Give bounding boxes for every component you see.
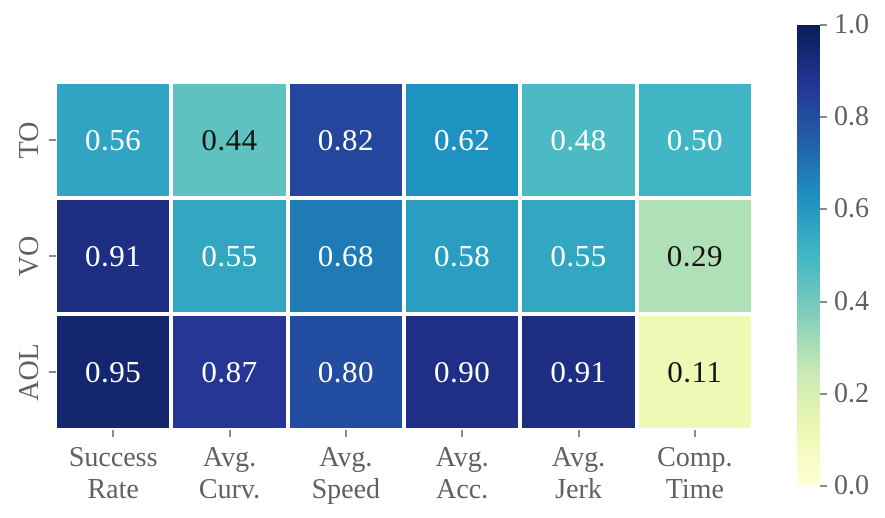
colorbar-tick-label: 0.6: [834, 193, 869, 225]
colorbar-tick-label: 1.0: [834, 9, 869, 40]
colorbar-tick-label: 0.0: [834, 470, 869, 501]
cell-value: 0.68: [317, 238, 374, 273]
colorbar-tick-label: 0.2: [834, 377, 869, 409]
heatmap-grid: 0.56 0.44 0.82 0.62 0.48 0.50 0.91 0.55 0.68 0.58…: [57, 84, 751, 428]
cell-value: 0.58: [434, 238, 491, 273]
heatmap-cell: 0.62: [406, 84, 519, 196]
cell-value: 0.48: [550, 122, 607, 157]
cell-value: 0.11: [667, 354, 723, 389]
cell-value: 0.91: [550, 354, 607, 389]
x-tick: [461, 430, 464, 437]
x-tick: [228, 430, 231, 437]
row-label: TO: [14, 121, 45, 159]
heatmap-cell: 0.91: [522, 316, 635, 428]
y-tick: [49, 139, 56, 141]
cell-value: 0.80: [317, 354, 374, 389]
heatmap-cell: 0.95: [57, 316, 170, 428]
cell-value: 0.82: [317, 122, 374, 157]
col-label: Avg. Acc.: [435, 442, 489, 506]
cell-value: 0.55: [550, 238, 607, 273]
heatmap-cell: 0.55: [173, 200, 286, 312]
heatmap-cell: 0.87: [173, 316, 286, 428]
row-label: AOL: [14, 343, 45, 401]
col-label: Avg. Jerk: [551, 442, 606, 506]
colorbar-tick: [820, 300, 827, 303]
heatmap-cell: 0.44: [173, 84, 286, 196]
colorbar-tick: [820, 116, 827, 119]
heatmap-cell: 0.48: [522, 84, 635, 196]
heatmap-cell: 0.58: [406, 200, 519, 312]
y-tick: [49, 371, 56, 373]
cell-value: 0.44: [201, 122, 258, 157]
heatmap-cell: 0.29: [638, 200, 751, 312]
cell-value: 0.50: [666, 122, 723, 157]
y-tick: [49, 255, 56, 257]
cell-value: 0.62: [434, 122, 491, 157]
x-tick: [693, 430, 696, 437]
x-tick: [112, 430, 115, 437]
colorbar-tick: [820, 24, 827, 26]
cell-value: 0.87: [201, 354, 258, 389]
row-label: VO: [14, 235, 45, 277]
heatmap-cell: 0.80: [289, 316, 402, 428]
heatmap-cell: 0.90: [406, 316, 519, 428]
cell-value: 0.95: [85, 354, 142, 389]
col-label: Comp. Time: [657, 442, 733, 506]
colorbar-tick: [820, 485, 827, 487]
heatmap-cell: 0.91: [57, 200, 170, 312]
heatmap-cell: 0.50: [638, 84, 751, 196]
colorbar-tick: [820, 208, 827, 211]
x-tick: [344, 430, 347, 437]
col-label: Avg. Speed: [311, 442, 381, 506]
heatmap-cell: 0.56: [57, 84, 170, 196]
cell-value: 0.90: [434, 354, 491, 389]
x-tick: [577, 430, 580, 437]
cell-value: 0.91: [85, 238, 142, 273]
colorbar-gradient: [797, 25, 820, 486]
heatmap-cell: 0.82: [289, 84, 402, 196]
colorbar-tick-label: 0.8: [834, 101, 869, 133]
col-label: Success Rate: [68, 442, 158, 506]
heatmap-cell: 0.55: [522, 200, 635, 312]
cell-value: 0.56: [85, 122, 142, 157]
colorbar-tick-label: 0.4: [834, 285, 869, 317]
heatmap-cell: 0.68: [289, 200, 402, 312]
colorbar-tick: [820, 392, 827, 395]
heatmap-cell: 0.11: [638, 316, 751, 428]
cell-value: 0.29: [666, 238, 723, 273]
col-label: Avg. Curv.: [198, 442, 261, 506]
cell-value: 0.55: [201, 238, 258, 273]
